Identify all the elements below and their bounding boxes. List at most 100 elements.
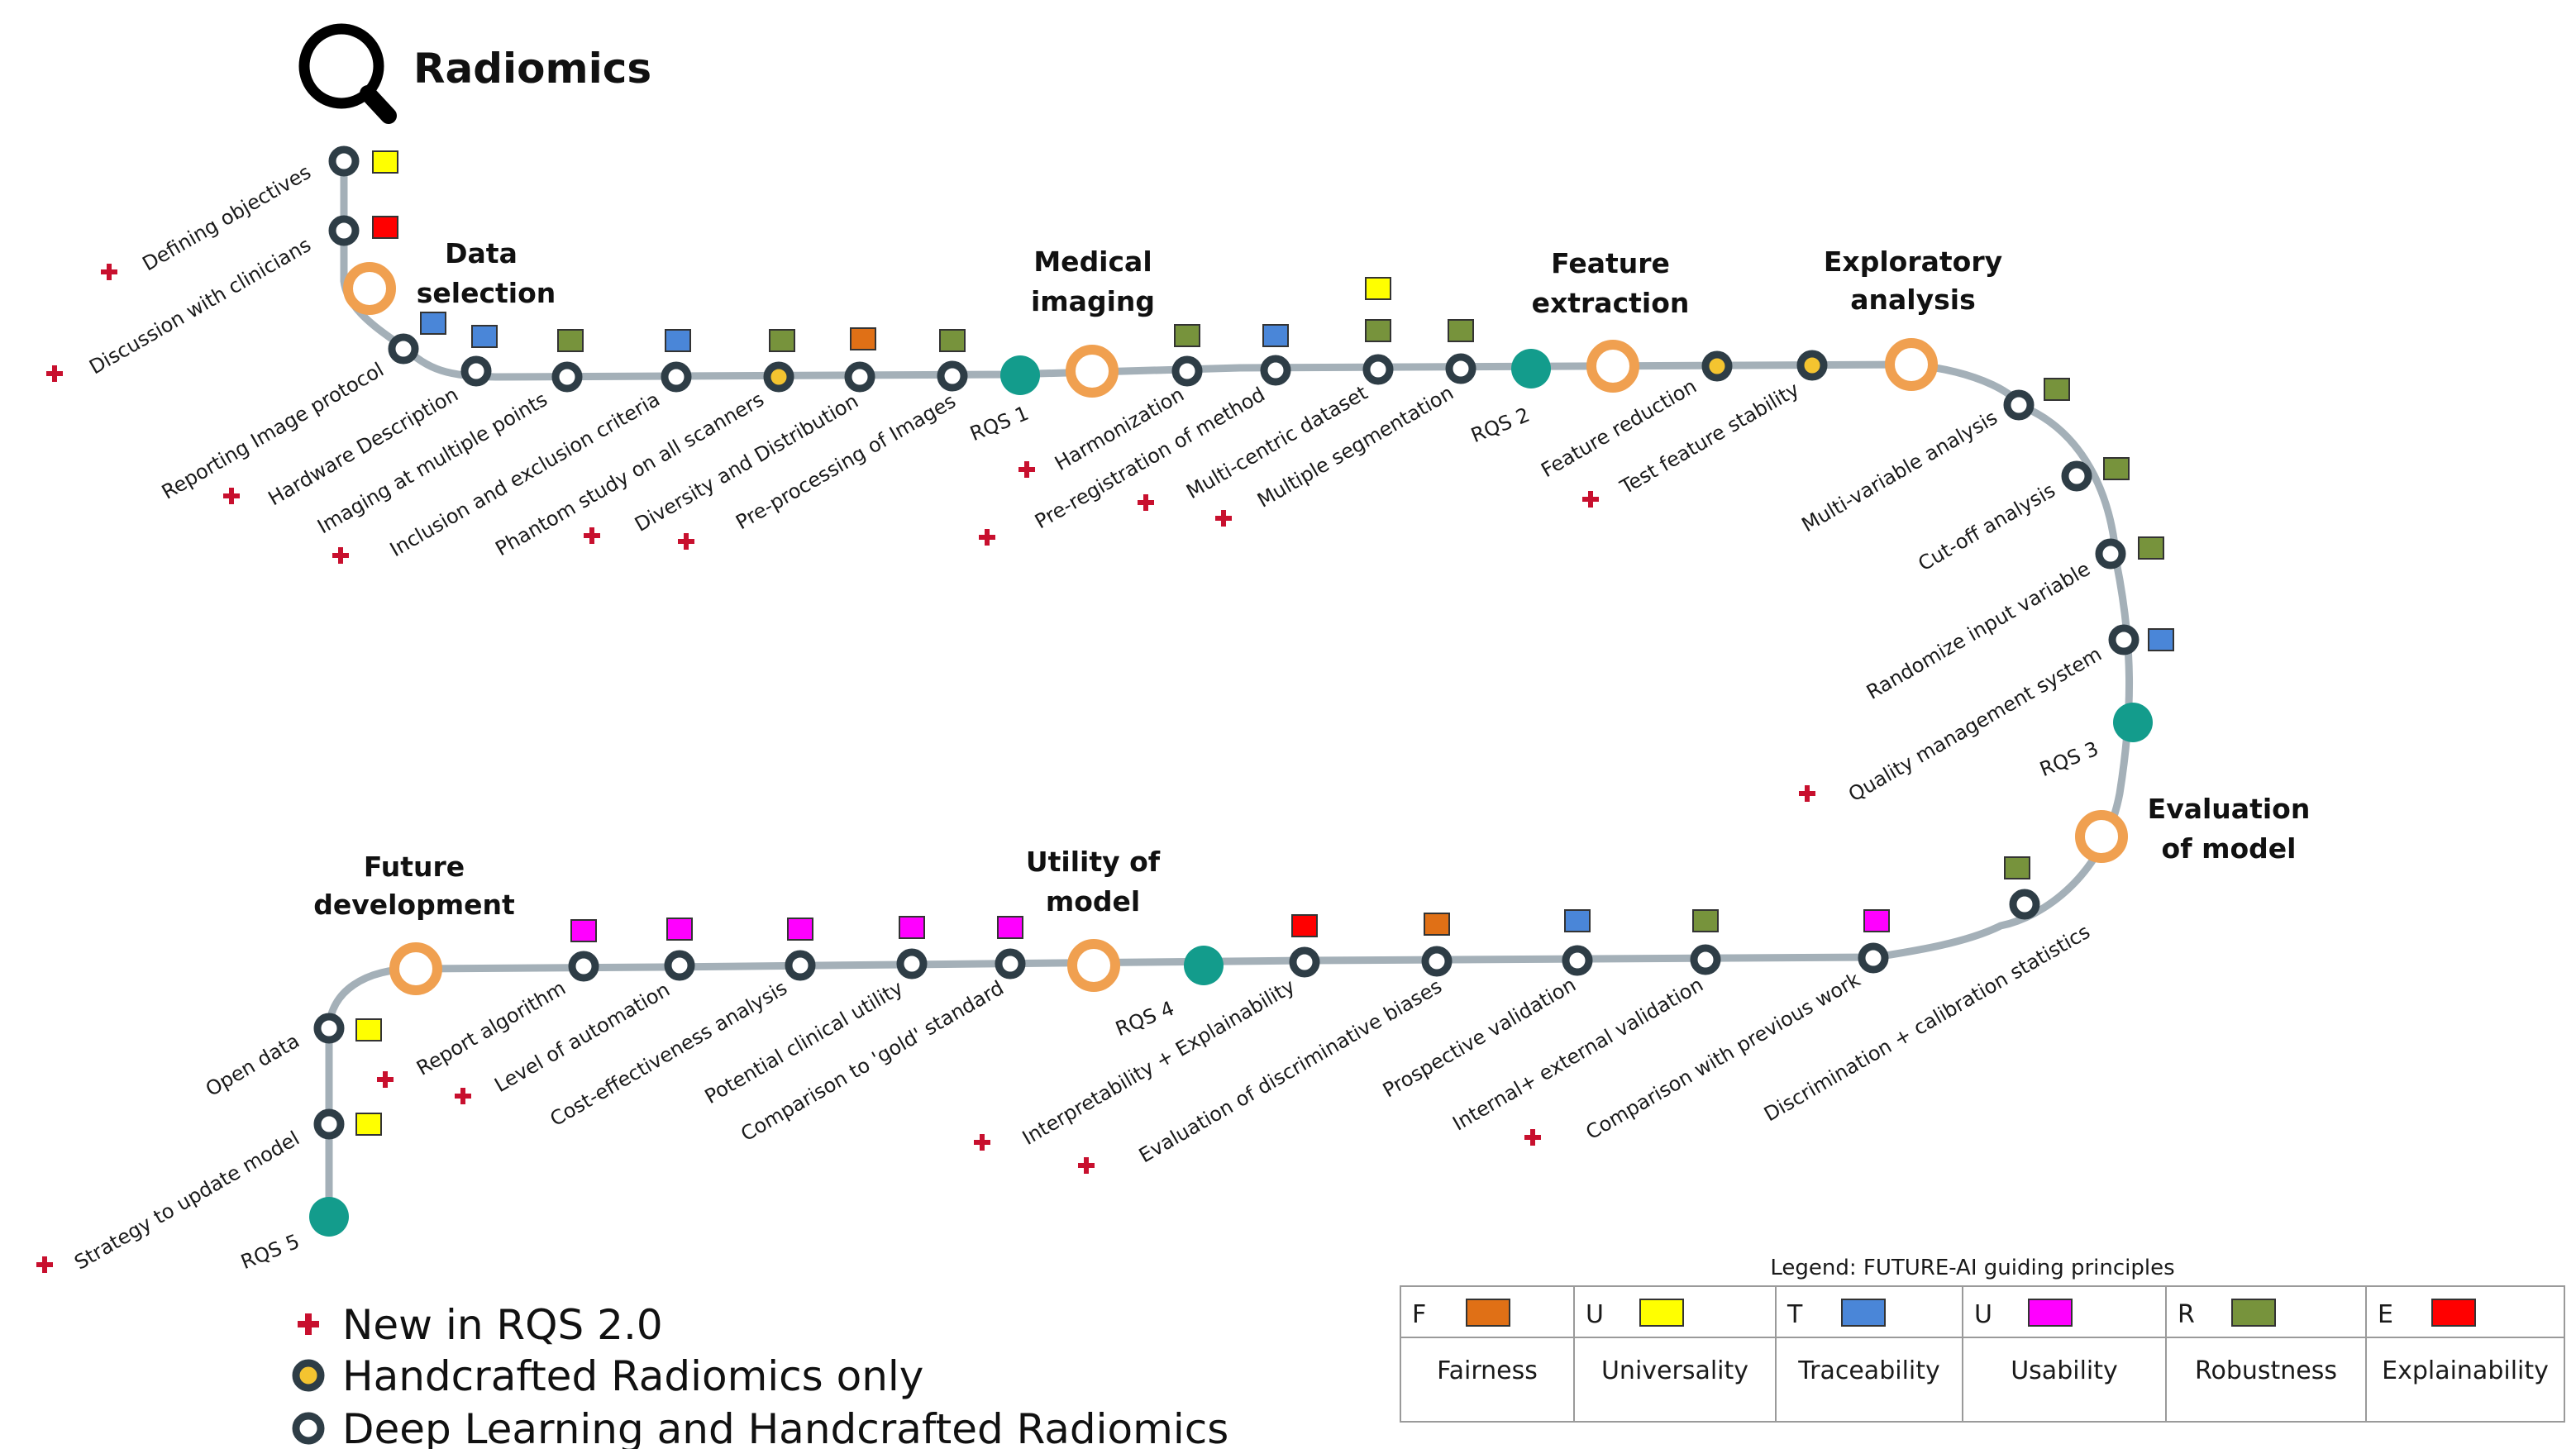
new-marker-icon	[979, 529, 995, 546]
key-both-label: Deep Learning and Handcrafted Radiomics	[342, 1405, 1228, 1449]
principle-square-usability	[666, 918, 693, 941]
principle-square-robustness	[2044, 378, 2070, 401]
stage-label-future-development: Future development	[313, 851, 515, 921]
step-node-report-algorithm	[568, 951, 599, 982]
step-node-hardware-description	[460, 355, 492, 387]
principle-square-universality	[355, 1018, 382, 1041]
principle-square-usability	[787, 918, 813, 941]
new-marker-icon	[1018, 461, 1035, 478]
legend-letter-universality: U	[1586, 1300, 1604, 1329]
principle-square-usability	[997, 916, 1023, 939]
step-node-pre-processing-of-images	[937, 360, 968, 392]
principle-square-robustness	[939, 329, 966, 352]
stage-ring-data-selection	[343, 262, 396, 315]
new-marker-icon	[101, 264, 117, 280]
step-node-level-of-automation	[664, 950, 695, 981]
key: New in RQS 2.0 Handcrafted Radiomics onl…	[292, 1301, 1228, 1449]
magnifier-icon	[298, 23, 397, 124]
step-node-reporting-image-protocol	[388, 333, 419, 365]
legend-letter-usability: U	[1974, 1300, 1992, 1329]
handcrafted-key-icon	[292, 1359, 325, 1392]
stage-ring-utility-of-model	[1067, 939, 1120, 992]
new-marker-icon	[1138, 494, 1154, 511]
principle-square-robustness	[1692, 909, 1719, 932]
step-label-cut-off-analysis: Cut-off analysis	[1914, 479, 2059, 576]
rqs-checkpoint-5	[309, 1197, 349, 1237]
new-marker-icon	[678, 533, 694, 550]
stage-ring-future-development	[389, 942, 442, 995]
step-node-cost-effectiveness-analysis	[785, 950, 816, 981]
stage-ring-medical-imaging	[1066, 345, 1119, 398]
new-marker-icon	[1215, 510, 1232, 527]
principle-square-traceability	[1564, 909, 1591, 932]
legend-swatch-explainability	[2431, 1299, 2476, 1327]
legend-name-fairness: Fairness	[1437, 1356, 1538, 1385]
step-node-inclusion-and-exclusion-criteria	[661, 361, 692, 393]
step-node-quality-management-system	[2108, 624, 2140, 655]
step-node-multi-centric-dataset	[1362, 354, 1394, 385]
legend-swatch-traceability	[1841, 1299, 1886, 1327]
legend-swatch-usability	[2028, 1299, 2073, 1327]
new-marker-icon	[584, 527, 600, 544]
legend-letter-traceability: T	[1787, 1300, 1803, 1329]
step-node-feature-reduction	[1701, 350, 1733, 382]
step-node-defining-objectives	[328, 145, 360, 177]
legend: Legend: FUTURE-AI guiding principles F Fa…	[1400, 1256, 2565, 1423]
principle-square-universality	[372, 150, 398, 174]
legend-name-traceability: Traceability	[1797, 1356, 1940, 1385]
stage-label-utility-of-model: Utility of model	[1026, 846, 1161, 918]
principle-square-fairness	[1424, 913, 1450, 936]
step-node-evaluation-of-discriminative-biases	[1421, 946, 1453, 977]
step-node-comparison-to-gold-standard	[995, 948, 1026, 980]
principle-square-traceability	[420, 312, 446, 335]
step-node-multi-variable-analysis	[2003, 389, 2035, 421]
step-label-test-feature-stability: Test feature stability	[1615, 378, 1803, 499]
rqs-label-1: RQS 1	[966, 402, 1032, 446]
rqs-label-5: RQS 5	[237, 1230, 303, 1275]
step-node-interpretability-explainability	[1289, 946, 1320, 978]
legend-name-usability: Usability	[2011, 1356, 2118, 1385]
step-node-test-feature-stability	[1796, 350, 1828, 381]
step-label-quality-management-system: Quality management system	[1844, 642, 2106, 807]
new-marker-icon	[974, 1134, 990, 1151]
step-label-multi-variable-analysis: Multi-variable analysis	[1798, 406, 2001, 536]
step-node-discrimination-calibration-statistics	[2009, 889, 2040, 920]
rqs-checkpoint-3	[2113, 703, 2153, 742]
new-marker-icon	[36, 1256, 53, 1273]
legend-letter-fairness: F	[1412, 1300, 1426, 1329]
legend-cells: F Fairness U Universality T Traceability U Usab…	[1412, 1286, 2549, 1422]
principle-square-robustness	[2004, 856, 2030, 879]
step-node-pre-registration-of-method	[1260, 355, 1291, 386]
step-node-multiple-segmentation	[1445, 353, 1476, 384]
step-label-reporting-image-protocol: Reporting Image protocol	[158, 358, 388, 504]
step-node-comparison-with-previous-work	[1858, 942, 1889, 974]
principle-square-robustness	[1448, 319, 1474, 342]
stage-label-feature-extraction: Feature extraction	[1532, 247, 1690, 319]
step-node-randomize-input-variable	[2095, 538, 2126, 570]
principle-square-traceability	[471, 325, 498, 348]
legend-letter-robustness: R	[2178, 1300, 2195, 1329]
principle-square-usability	[570, 919, 597, 942]
key-handcrafted-label: Handcrafted Radiomics only	[342, 1352, 923, 1400]
new-marker-icon	[1582, 491, 1599, 508]
stage-ring-evaluation-of-model	[2075, 810, 2128, 863]
principle-square-robustness	[1174, 324, 1200, 347]
step-label-internal-external-validation: Internal+ external validation	[1448, 973, 1707, 1136]
legend-name-robustness: Robustness	[2195, 1356, 2337, 1385]
principle-square-usability	[1863, 909, 1890, 932]
step-node-potential-clinical-utility	[896, 948, 928, 980]
new-marker-icon	[223, 488, 240, 504]
rqs-checkpoint-1	[1000, 355, 1040, 395]
step-node-diversity-and-distribution	[844, 361, 875, 393]
principle-square-traceability	[1262, 324, 1289, 347]
both-key-icon	[292, 1412, 325, 1445]
principle-square-usability	[899, 916, 925, 939]
principle-square-robustness	[1365, 319, 1391, 342]
principle-square-traceability	[665, 329, 691, 352]
rqs-checkpoint-4	[1184, 946, 1224, 985]
diagram-title: Radiomics	[413, 45, 651, 93]
stage-label-evaluation-of-model: Evaluation of model	[2148, 793, 2311, 865]
legend-name-explainability: Explainability	[2382, 1356, 2549, 1385]
